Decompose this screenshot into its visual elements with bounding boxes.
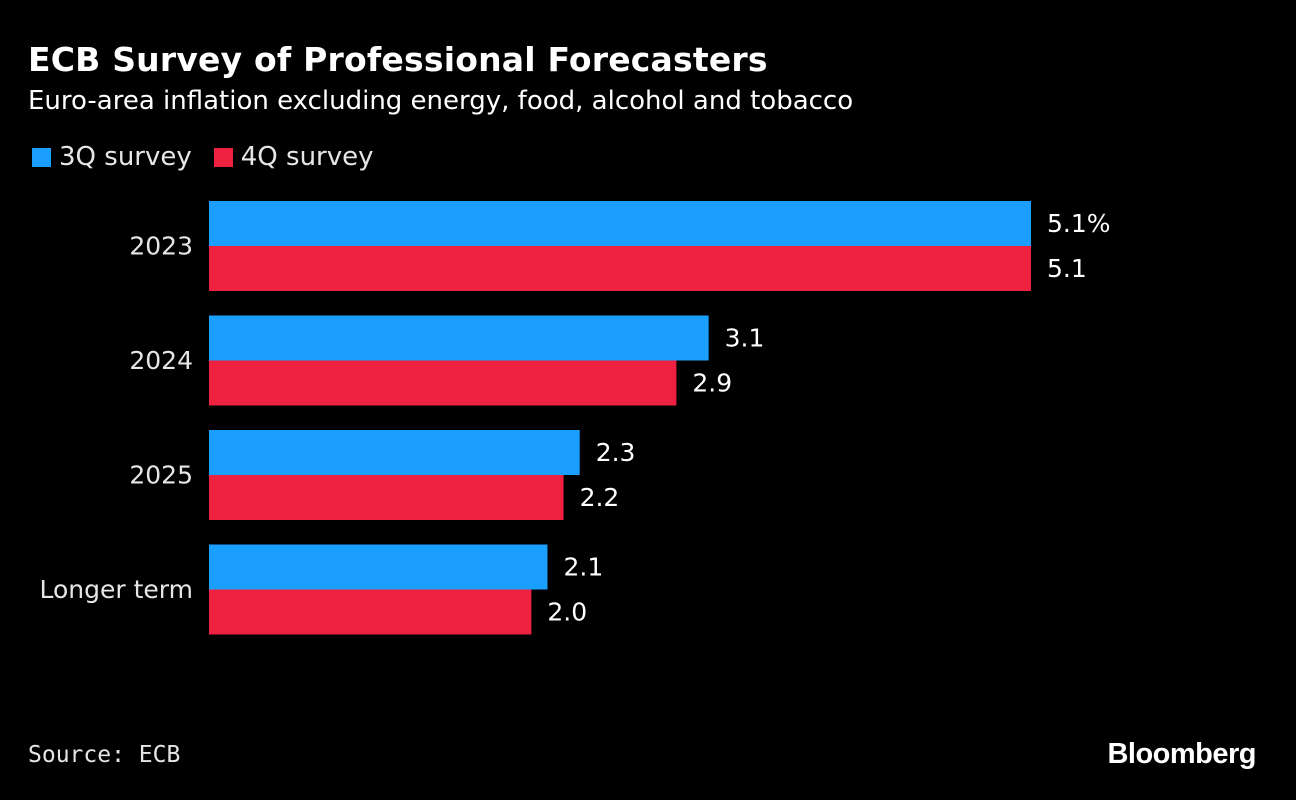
legend-label-3q: 3Q survey [59, 142, 192, 172]
bar-4q-survey-2024 [209, 360, 677, 406]
bar-3q-survey-2024 [209, 315, 709, 361]
legend-item-3q: 3Q survey [32, 142, 192, 172]
data-label-4q-survey-longer-term: 2.0 [547, 598, 587, 627]
bar-4q-survey-2023 [209, 246, 1031, 291]
legend-swatch-4q [213, 147, 233, 167]
legend-item-4q: 4Q survey [213, 142, 374, 172]
bar-3q-survey-longer-term [209, 544, 548, 590]
data-label-3q-survey-2023: 5.1% [1047, 209, 1111, 238]
category-label-2025: 2025 [129, 461, 193, 490]
category-label-longer-term: Longer term [40, 575, 193, 604]
bar-3q-survey-2023 [209, 201, 1031, 246]
legend-swatch-3q [32, 147, 51, 167]
source-note: Source: ECB [28, 742, 181, 768]
data-label-4q-survey-2025: 2.2 [580, 483, 620, 512]
legend-label-4q: 4Q survey [240, 142, 374, 172]
bar-4q-survey-2025 [209, 475, 564, 520]
chart-subtitle: Euro-area inflation excluding energy, fo… [28, 86, 854, 116]
data-label-4q-survey-2024: 2.9 [692, 369, 732, 398]
bar-4q-survey-longer-term [209, 589, 532, 635]
bloomberg-logo: Bloomberg [1107, 738, 1256, 770]
data-label-4q-survey-2023: 5.1 [1047, 254, 1087, 283]
category-label-2023: 2023 [129, 232, 193, 261]
chart-title: ECB Survey of Professional Forecasters [28, 40, 768, 79]
data-label-3q-survey-2025: 2.3 [596, 438, 636, 467]
data-label-3q-survey-longer-term: 2.1 [563, 553, 603, 582]
bar-3q-survey-2025 [209, 430, 580, 475]
legend: 3Q survey 4Q survey [32, 142, 396, 172]
data-label-3q-survey-2024: 3.1 [725, 324, 765, 353]
category-label-2024: 2024 [129, 346, 193, 375]
